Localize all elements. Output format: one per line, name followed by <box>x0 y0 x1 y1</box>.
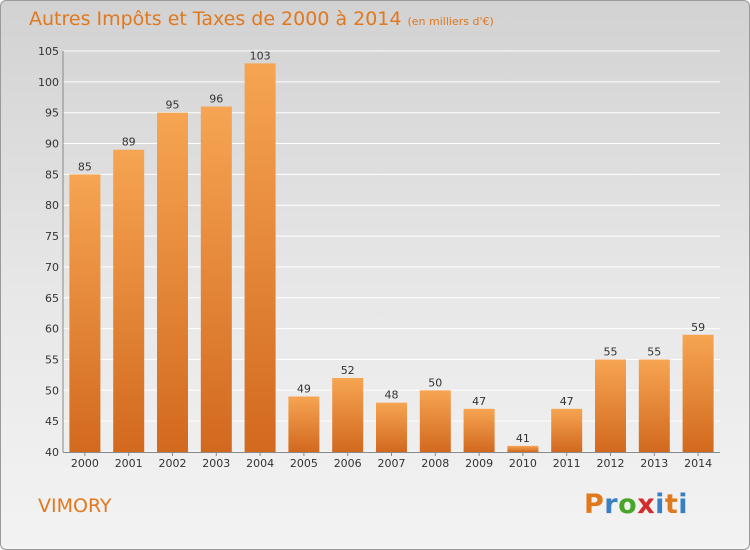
data-label: 41 <box>516 432 530 445</box>
bar-2000 <box>69 174 101 452</box>
bar-2004 <box>244 63 276 452</box>
y-tick-label: 75 <box>45 230 59 243</box>
proxiti-logo[interactable]: Proxiti <box>584 489 688 520</box>
bar-2005 <box>288 396 320 452</box>
bar-2010 <box>507 445 539 452</box>
x-tick-label: 2008 <box>421 457 449 470</box>
bar-2012 <box>595 359 626 452</box>
bar-2002 <box>157 112 188 452</box>
bar-2011 <box>551 408 583 452</box>
x-tick-label: 2003 <box>202 457 230 470</box>
data-label: 47 <box>560 395 574 408</box>
x-tick-label: 2007 <box>378 457 406 470</box>
bar-2009 <box>463 408 495 452</box>
y-tick-label: 45 <box>45 415 59 428</box>
data-label: 47 <box>472 395 486 408</box>
data-label: 59 <box>691 321 705 334</box>
chart-title: Autres Impôts et Taxes de 2000 à 2014 (en… <box>29 8 494 30</box>
data-label: 52 <box>341 364 355 377</box>
bar-2007 <box>376 402 407 452</box>
data-label: 89 <box>122 136 136 149</box>
y-tick-label: 90 <box>45 138 59 151</box>
y-tick-label: 100 <box>38 76 59 89</box>
y-tick-label: 55 <box>45 353 59 366</box>
data-label: 48 <box>385 389 399 402</box>
data-label: 96 <box>209 93 223 106</box>
x-tick-label: 2005 <box>290 457 318 470</box>
x-tick-label: 2009 <box>465 457 493 470</box>
y-tick-label: 105 <box>38 45 59 58</box>
data-label: 55 <box>647 345 661 358</box>
y-tick-label: 85 <box>45 168 59 181</box>
logo-letter: r <box>604 489 619 520</box>
data-label: 103 <box>250 49 271 62</box>
data-label: 50 <box>428 376 442 389</box>
bar-2013 <box>638 359 670 452</box>
x-tick-label: 2011 <box>553 457 581 470</box>
bars <box>69 63 714 453</box>
x-tick-label: 2001 <box>115 457 143 470</box>
data-label: 49 <box>297 382 311 395</box>
bar-2006 <box>332 377 364 452</box>
chart-title-text: Autres Impôts et Taxes de 2000 à 2014 <box>29 8 402 30</box>
logo-letter: P <box>584 489 605 520</box>
x-tick-label: 2014 <box>684 457 712 470</box>
y-tick-label: 95 <box>45 107 59 120</box>
y-tick-label: 40 <box>45 446 59 459</box>
data-label: 95 <box>166 99 180 112</box>
x-tick-label: 2004 <box>246 457 274 470</box>
bar-2008 <box>419 390 451 452</box>
data-label: 55 <box>604 345 618 358</box>
bar-2003 <box>200 106 232 453</box>
x-tick-label: 2002 <box>159 457 187 470</box>
y-tick-label: 65 <box>45 292 59 305</box>
y-tick-label: 50 <box>45 384 59 397</box>
data-labels: 85 89 95 96 103 49 52 48 50 47 41 47 55 55 59 <box>78 49 705 444</box>
x-tick-label: 2013 <box>640 457 668 470</box>
x-tick-label: 2000 <box>71 457 99 470</box>
x-tick-label: 2012 <box>597 457 625 470</box>
bar-2014 <box>682 334 714 452</box>
y-tick-label: 80 <box>45 199 59 212</box>
y-tick-label: 60 <box>45 323 59 336</box>
chart-subtitle: (en milliers d'€) <box>407 15 494 28</box>
y-tick-label: 70 <box>45 261 59 274</box>
logo-letter: i <box>678 489 689 520</box>
place-name: VIMORY <box>38 495 112 517</box>
y-axis: 40 45 50 55 60 65 70 75 80 85 90 95 100 105 <box>38 45 64 459</box>
logo-letter: x <box>637 489 656 520</box>
x-tick-label: 2006 <box>334 457 362 470</box>
data-label: 85 <box>78 160 92 173</box>
x-axis: 2000 2001 2002 2003 2004 2005 2006 2007 2008 2009… <box>63 452 720 470</box>
logo-letter: t <box>664 489 679 520</box>
x-tick-label: 2010 <box>509 457 537 470</box>
logo-letter: i <box>655 489 665 520</box>
logo-letter: o <box>618 489 638 520</box>
bar-2001 <box>113 149 145 452</box>
